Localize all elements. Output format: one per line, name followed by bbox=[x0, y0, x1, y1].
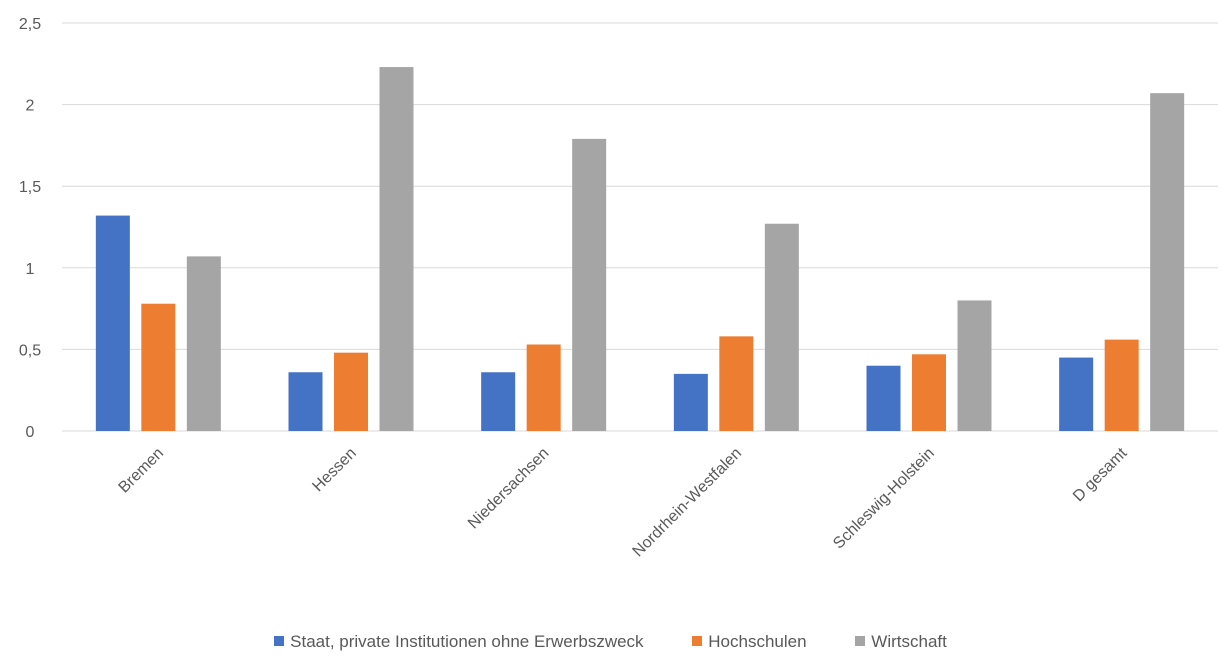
bar-d-gesamt-series-0 bbox=[1059, 357, 1094, 431]
bar-bremen-series-1 bbox=[141, 303, 176, 431]
y-tick-label: 2,5 bbox=[19, 16, 41, 33]
bar-bremen-series-0 bbox=[95, 215, 130, 431]
legend-swatch-wirtschaft bbox=[855, 636, 866, 646]
y-axis-tick-labels: 0 0,5 1 1,5 2 2,5 bbox=[19, 16, 41, 441]
legend-swatch-staat bbox=[274, 636, 285, 646]
bar-nordrhein-westfalen-series-2 bbox=[764, 223, 799, 431]
y-tick-label: 2 bbox=[26, 98, 35, 115]
bar-d-gesamt-series-1 bbox=[1104, 339, 1139, 431]
x-axis-tick-labels: Bremen Hessen Niedersachsen Nordrhein-Westf… bbox=[116, 444, 1131, 560]
x-tick-label-d-gesamt: D gesamt bbox=[1070, 444, 1131, 505]
legend-swatch-hochschulen bbox=[692, 636, 703, 646]
bars bbox=[95, 67, 1185, 432]
bar-d-gesamt-series-2 bbox=[1150, 93, 1185, 432]
legend-item-wirtschaft: Wirtschaft bbox=[855, 632, 947, 652]
x-tick-label-hessen: Hessen bbox=[309, 445, 359, 495]
y-tick-label: 1,5 bbox=[19, 179, 41, 196]
legend-label-hochschulen: Hochschulen bbox=[708, 632, 807, 651]
legend-item-staat: Staat, private Institutionen ohne Erwerb… bbox=[274, 632, 644, 652]
legend: Staat, private Institutionen ohne Erwerb… bbox=[0, 632, 1221, 652]
bar-hessen-series-2 bbox=[379, 67, 414, 432]
y-tick-label: 1 bbox=[26, 261, 35, 278]
legend-label-wirtschaft: Wirtschaft bbox=[871, 632, 947, 651]
bar-bremen-series-2 bbox=[186, 256, 221, 431]
x-tick-label-nordrhein-westfalen: Nordrhein-Westfalen bbox=[630, 445, 746, 561]
bar-hessen-series-0 bbox=[288, 372, 323, 431]
bar-nordrhein-westfalen-series-0 bbox=[673, 373, 708, 431]
gridlines bbox=[62, 22, 1218, 432]
bar-schleswig-holstein-series-2 bbox=[957, 300, 992, 431]
x-tick-label-niedersachsen: Niedersachsen bbox=[465, 445, 552, 532]
bar-niedersachsen-series-0 bbox=[481, 372, 516, 431]
y-tick-label: 0 bbox=[26, 424, 35, 441]
y-tick-label: 0,5 bbox=[19, 342, 41, 359]
bar-nordrhein-westfalen-series-1 bbox=[719, 336, 754, 431]
bar-niedersachsen-series-1 bbox=[526, 344, 561, 431]
bar-schleswig-holstein-series-1 bbox=[912, 354, 946, 431]
bar-schleswig-holstein-series-0 bbox=[866, 365, 901, 431]
bar-chart: 0 0,5 1 1,5 2 2,5 Bremen Hessen Niedersachsen No… bbox=[19, 16, 1218, 560]
x-tick-label-schleswig-holstein: Schleswig-Holstein bbox=[830, 445, 938, 553]
legend-item-hochschulen: Hochschulen bbox=[692, 632, 807, 652]
x-tick-label-bremen: Bremen bbox=[116, 445, 168, 497]
bar-niedersachsen-series-2 bbox=[572, 138, 607, 431]
bar-hessen-series-1 bbox=[334, 352, 368, 431]
legend-label-staat: Staat, private Institutionen ohne Erwerb… bbox=[290, 632, 644, 651]
